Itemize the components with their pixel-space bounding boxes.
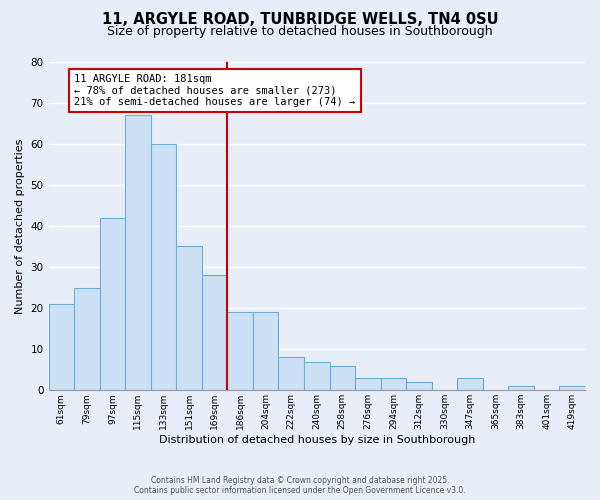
Bar	[74, 288, 100, 391]
X-axis label: Distribution of detached houses by size in Southborough: Distribution of detached houses by size …	[158, 435, 475, 445]
Text: Contains HM Land Registry data © Crown copyright and database right 2025.
Contai: Contains HM Land Registry data © Crown c…	[134, 476, 466, 495]
Bar	[329, 366, 355, 390]
Bar	[253, 312, 278, 390]
Bar	[559, 386, 585, 390]
Bar	[202, 275, 227, 390]
Text: Size of property relative to detached houses in Southborough: Size of property relative to detached ho…	[107, 25, 493, 38]
Bar	[508, 386, 534, 390]
Bar	[457, 378, 483, 390]
Bar	[100, 218, 125, 390]
Bar	[125, 115, 151, 390]
Bar	[49, 304, 74, 390]
Bar	[278, 358, 304, 390]
Text: 11, ARGYLE ROAD, TUNBRIDGE WELLS, TN4 0SU: 11, ARGYLE ROAD, TUNBRIDGE WELLS, TN4 0S…	[101, 12, 499, 28]
Bar	[304, 362, 329, 390]
Bar	[406, 382, 432, 390]
Text: 11 ARGYLE ROAD: 181sqm
← 78% of detached houses are smaller (273)
21% of semi-de: 11 ARGYLE ROAD: 181sqm ← 78% of detached…	[74, 74, 355, 107]
Bar	[176, 246, 202, 390]
Bar	[380, 378, 406, 390]
Bar	[227, 312, 253, 390]
Bar	[355, 378, 380, 390]
Y-axis label: Number of detached properties: Number of detached properties	[15, 138, 25, 314]
Bar	[151, 144, 176, 390]
